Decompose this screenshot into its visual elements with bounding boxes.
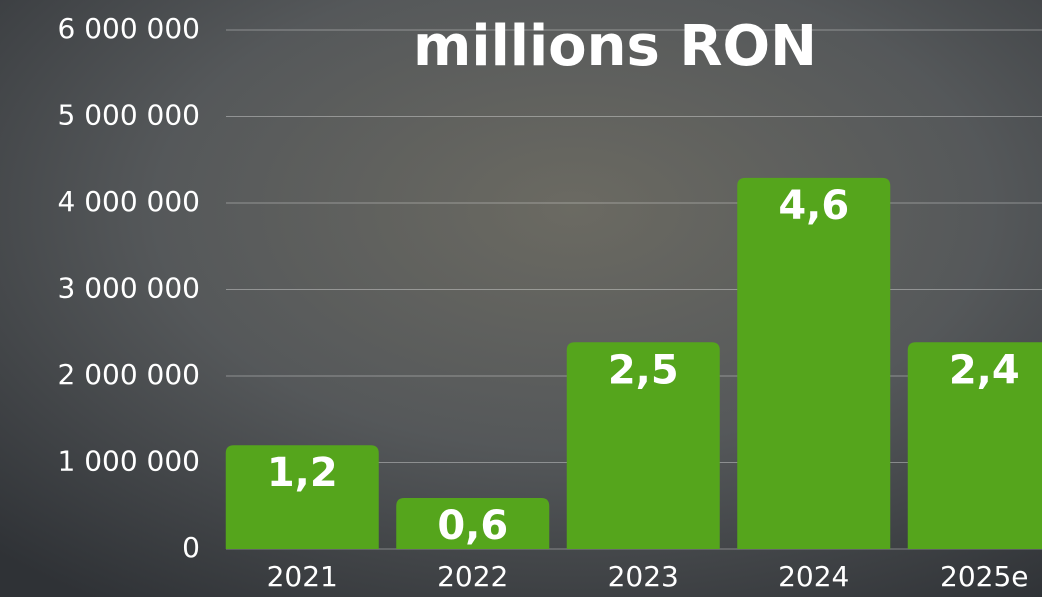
x-tick-label: 2022 xyxy=(437,560,508,593)
y-tick-label: 6 000 000 xyxy=(57,12,200,45)
bar-label: 0,6 xyxy=(437,503,508,549)
bar xyxy=(737,177,891,550)
y-tick-label: 5 000 000 xyxy=(57,99,200,132)
bar-label: 2,5 xyxy=(608,347,679,393)
bar xyxy=(566,342,720,549)
y-tick-label: 4 000 000 xyxy=(57,185,200,218)
y-tick-label: 3 000 000 xyxy=(57,272,200,305)
bar-label: 1,2 xyxy=(267,450,338,496)
y-tick-label: 1 000 000 xyxy=(57,445,200,478)
y-tick-label: 2 000 000 xyxy=(57,358,200,391)
bar xyxy=(396,497,550,549)
plot: 0 1 000 000 2 000 000 3 000 000 4 000 000 5 0… xyxy=(57,12,1042,593)
bar-label: 4,6 xyxy=(778,183,849,229)
chart-title: millions RON xyxy=(413,14,817,79)
bar xyxy=(907,342,1042,549)
x-tick-label: 2024 xyxy=(778,560,849,593)
bar-label: 2,4 xyxy=(949,347,1020,393)
x-tick-label: 2025e xyxy=(940,560,1028,593)
x-tick-label: 2023 xyxy=(608,560,679,593)
bar xyxy=(225,445,379,549)
y-tick-label: 0 xyxy=(182,531,200,564)
x-tick-label: 2021 xyxy=(267,560,338,593)
